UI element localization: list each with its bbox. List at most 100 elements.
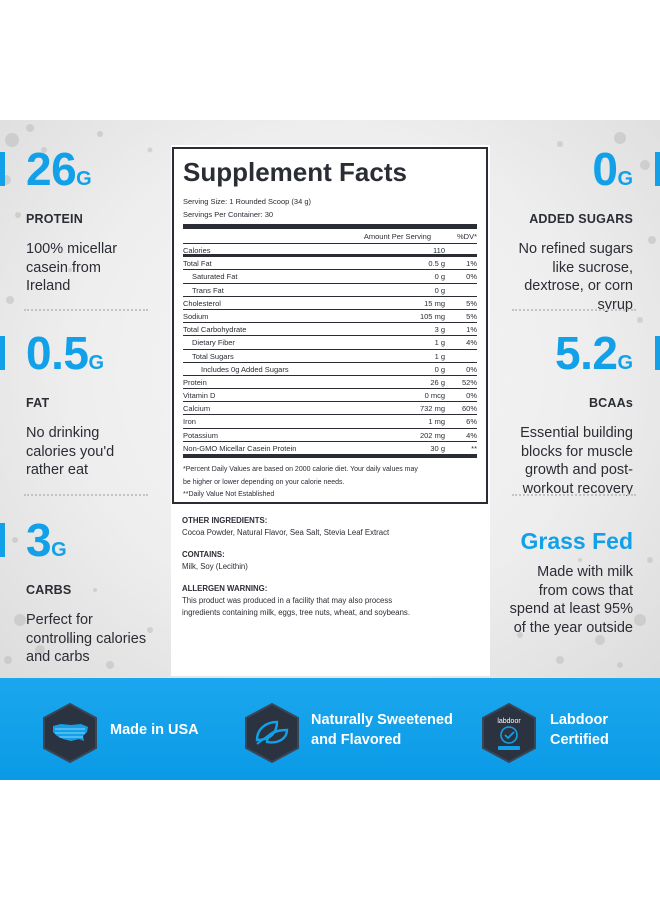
- nutrient-amount: 1 g: [434, 338, 445, 348]
- footnotes: *Percent Daily Values are based on 2000 …: [183, 464, 477, 502]
- nutrient-name: Protein: [183, 377, 207, 387]
- nutrient-name: Includes 0g Added Sugars: [201, 364, 289, 374]
- protein-stat: 26G PROTEIN 100% micellar casein from Ir…: [0, 146, 160, 296]
- nutrition-label-panel: Supplement Facts Serving Size: 1 Rounded…: [171, 145, 490, 676]
- labdoor-seal-icon: labdoor: [482, 702, 536, 764]
- accent-bar: [0, 336, 5, 370]
- protein-description: 100% micellar casein from Ireland: [26, 241, 118, 295]
- medium-rule: [183, 455, 477, 458]
- fat-description: No drinking calories you'd rather eat: [26, 425, 115, 479]
- bcaas-caption: BCAAs: [588, 396, 633, 410]
- nutrient-amount: 0 g: [434, 272, 445, 282]
- nutrient-dv: [447, 284, 477, 296]
- facts-row: Calcium 732 mg 60%: [183, 402, 477, 416]
- usa-map-icon: [43, 702, 97, 764]
- facts-row: Iron 1 mg 6%: [183, 415, 477, 429]
- nutrient-name: Calories: [183, 246, 211, 255]
- footnote-line: be higher or lower depending on your cal…: [183, 478, 345, 486]
- supplement-facts-title: Supplement Facts: [183, 157, 407, 187]
- facts-row: Total Carbohydrate 3 g 1%: [183, 323, 477, 337]
- nutrient-name: Total Fat: [183, 259, 212, 269]
- facts-row: Non-GMO Micellar Casein Protein 30 g **: [183, 442, 477, 455]
- divider: [512, 494, 636, 496]
- nutrient-amount: 732 mg: [419, 404, 445, 414]
- serving-size: Serving Size: 1 Rounded Scoop (34 g): [183, 197, 311, 206]
- serving-info: Serving Size: 1 Rounded Scoop (34 g) Ser…: [183, 195, 477, 221]
- nutrient-amount: 15 mg: [424, 298, 445, 308]
- nutrient-amount: 26 g: [430, 377, 445, 387]
- facts-row: Calories 110: [183, 244, 477, 258]
- carbs-stat: 3G CARBS Perfect for controlling calorie…: [0, 517, 160, 667]
- added-sugars-description: No refined sugars like sucrose, dextrose…: [518, 241, 633, 313]
- facts-row: Dietary Fiber 1 g 4%: [183, 336, 477, 350]
- nutrient-dv: 60%: [461, 404, 477, 414]
- supplement-facts-box: Supplement Facts Serving Size: 1 Rounded…: [172, 147, 488, 504]
- divider: [24, 494, 148, 496]
- nutrient-name: Saturated Fat: [192, 272, 238, 282]
- facts-row: Saturated Fat 0 g 0%: [183, 270, 477, 284]
- nutrient-dv: 4%: [466, 430, 477, 440]
- facts-row: Potassium 202 mg 4%: [183, 429, 477, 442]
- nutrient-amount: 3 g: [434, 325, 445, 335]
- facts-row: Protein 26 g 52%: [183, 376, 477, 390]
- allergen-heading: ALLERGEN WARNING:: [182, 584, 268, 593]
- fat-caption: FAT: [26, 396, 50, 410]
- nutrient-dv: 1%: [466, 325, 477, 335]
- nutrient-name: Potassium: [183, 430, 219, 440]
- thick-rule: [183, 224, 477, 229]
- facts-row: Total Sugars 1 g: [183, 350, 477, 363]
- fat-value: 0.5G: [26, 327, 105, 379]
- added-sugars-stat: 0G ADDED SUGARS No refined sugars like s…: [490, 143, 660, 314]
- amount-per-serving-header: Amount Per Serving: [363, 232, 431, 241]
- nutrient-amount: 1 mg: [428, 417, 445, 427]
- labdoor-certified-label: Labdoor Certified: [550, 712, 609, 748]
- facts-header-row: Amount Per Serving %DV*: [183, 229, 477, 244]
- labdoor-seal-text: labdoor: [497, 718, 521, 725]
- accent-bar: [655, 336, 660, 370]
- nutrient-amount: 0 g: [434, 285, 445, 295]
- facts-row: Cholesterol 15 mg 5%: [183, 297, 477, 310]
- facts-row: Trans Fat 0 g: [183, 284, 477, 297]
- nutrient-name: Calcium: [183, 404, 211, 414]
- nutrient-dv: [447, 244, 477, 254]
- nutrient-amount: 0 g: [434, 364, 445, 374]
- allergen-text: This product was produced in a facility …: [182, 596, 393, 605]
- naturally-sweetened-label: Naturally Sweetened and Flavored: [311, 712, 453, 748]
- nutrient-amount: 1 g: [434, 351, 445, 361]
- nutrient-amount: 105 mg: [419, 311, 445, 321]
- allergen-text: ingredients containing milk, eggs, tree …: [182, 608, 410, 617]
- servings-per-container: Servings Per Container: 30: [183, 210, 274, 219]
- added-sugars-value: 0G: [592, 143, 633, 195]
- carbs-description: Perfect for controlling calories and car…: [26, 612, 147, 666]
- contains-heading: CONTAINS:: [182, 550, 225, 559]
- facts-row: Total Fat 0.5 g 1%: [183, 257, 477, 271]
- nutrient-amount: 0 mcg: [424, 391, 445, 401]
- facts-rows: Calories 110 Total Fat 0.5 g 1% Saturated Fat…: [183, 244, 477, 455]
- footnote-line: *Percent Daily Values are based on 2000 …: [183, 466, 418, 473]
- nutrient-dv: 4%: [466, 338, 477, 348]
- contains-text: Milk, Soy (Lecithin): [182, 562, 248, 571]
- grunge-texture: [1, 124, 656, 669]
- fat-stat: 0.5G FAT No drinking calories you'd rath…: [0, 327, 160, 480]
- nutrient-name: Trans Fat: [192, 285, 224, 295]
- grass-fed-stat: Grass Fed Made with milk from cows that …: [490, 527, 660, 637]
- protein-caption: PROTEIN: [26, 212, 83, 226]
- divider: [512, 309, 636, 311]
- grass-fed-description: Made with milk from cows that spend at l…: [509, 564, 633, 636]
- bottom-margin: [0, 780, 660, 900]
- ingredients-section: OTHER INGREDIENTS: Cocoa Powder, Natural…: [182, 515, 482, 619]
- bcaas-stat: 5.2G BCAAs Essential building blocks for…: [490, 330, 660, 498]
- nutrient-name: Iron: [183, 417, 196, 427]
- accent-bar: [0, 152, 5, 186]
- nutrient-name: Dietary Fiber: [192, 338, 235, 348]
- nutrient-name: Total Carbohydrate: [183, 325, 247, 335]
- nutrient-dv: 5%: [466, 311, 477, 321]
- made-in-usa-label: Made in USA: [110, 722, 199, 738]
- nutrient-name: Non-GMO Micellar Casein Protein: [183, 443, 297, 453]
- accent-bar: [655, 152, 660, 186]
- carbs-caption: CARBS: [26, 583, 72, 597]
- nutrient-dv: 0%: [466, 391, 477, 401]
- footnote-line: **Daily Value Not Established: [183, 491, 275, 498]
- nutrient-name: Sodium: [183, 311, 209, 321]
- nutrient-amount: 202 mg: [419, 430, 445, 440]
